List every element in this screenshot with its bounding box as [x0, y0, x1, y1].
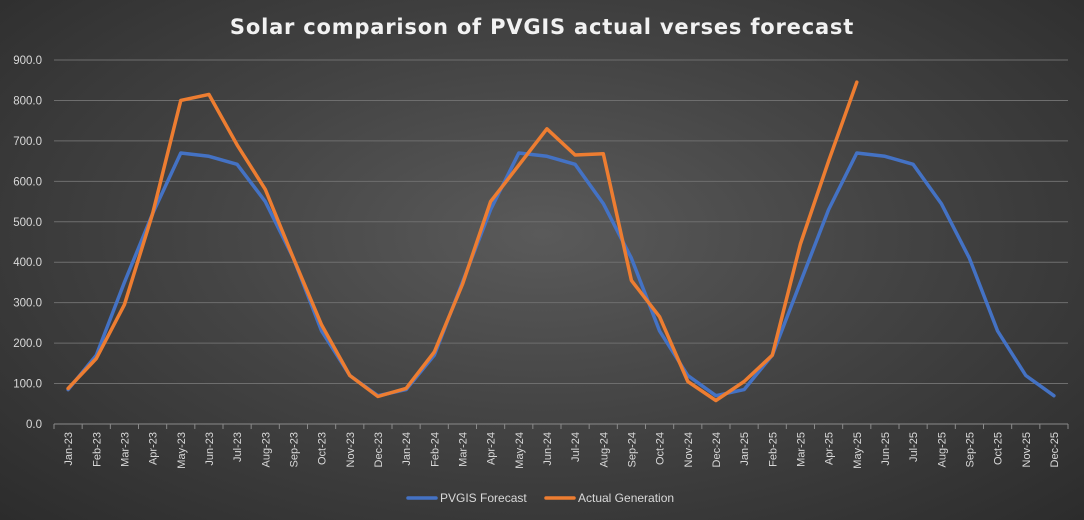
x-tick-label: Aug-23: [260, 432, 272, 467]
x-tick-label: Aug-25: [936, 432, 948, 467]
x-tick-label: Oct-23: [317, 432, 329, 465]
x-tick-label: Sep-24: [626, 432, 638, 467]
x-tick-label: Jul-23: [232, 432, 244, 462]
x-tick-label: Apr-24: [486, 432, 498, 465]
y-tick-label: 0.0: [26, 419, 42, 431]
x-tick-label: Mar-24: [457, 432, 469, 467]
x-tick-label: Oct-25: [993, 432, 1005, 465]
x-tick-label: Feb-25: [767, 432, 779, 467]
x-tick-labels: Jan-23 Feb-23 Mar-23 Apr-23 May-23 Jun-23 Jul-…: [53, 424, 1069, 469]
y-tick-label: 400.0: [13, 257, 42, 269]
x-tick-label: Oct-24: [655, 432, 667, 465]
x-tick-label: Dec-25: [1049, 432, 1061, 467]
y-tick-label: 500.0: [13, 217, 42, 229]
x-tick-label: Jul-25: [908, 432, 920, 462]
x-tick-label: May-24: [514, 432, 526, 469]
y-tick-label: 700.0: [13, 136, 42, 148]
y-tick-label: 800.0: [13, 95, 42, 107]
x-tick-label: Mar-23: [119, 432, 131, 467]
x-tick-label: Dec-24: [711, 432, 723, 467]
y-tick-labels: 0.0 100.0 200.0 300.0 400.0 500.0 600.0 700.0 80…: [13, 55, 42, 431]
x-tick-label: Feb-23: [91, 432, 103, 467]
legend-item: PVGIS Forecast: [406, 491, 527, 505]
x-tick-label: Jun-23: [204, 432, 216, 466]
legend: PVGIS Forecast Actual Generation: [406, 491, 674, 505]
x-tick-label: May-25: [852, 432, 864, 469]
x-tick-label: Nov-24: [683, 432, 695, 467]
series-line-pvgis-forecast: [66, 151, 1056, 398]
x-tick-label: Nov-25: [1021, 432, 1033, 467]
legend-label: PVGIS Forecast: [440, 491, 527, 505]
legend-item: Actual Generation: [544, 491, 674, 505]
series-line-actual-generation: [66, 80, 859, 403]
legend-label: Actual Generation: [578, 491, 674, 505]
x-tick-label: Jun-24: [542, 432, 554, 466]
x-tick-label: Jul-24: [570, 432, 582, 462]
y-tick-label: 300.0: [13, 298, 42, 310]
series-layer: [66, 80, 1056, 403]
x-tick-label: Feb-24: [429, 432, 441, 467]
x-tick-label: Apr-23: [148, 432, 160, 465]
y-tick-label: 600.0: [13, 176, 42, 188]
x-tick-label: Jun-25: [880, 432, 892, 466]
grid-layer: [54, 59, 1068, 425]
x-tick-label: Aug-24: [598, 432, 610, 467]
x-tick-label: Jan-24: [401, 432, 413, 466]
x-tick-label: Sep-25: [964, 432, 976, 467]
x-tick-label: Nov-23: [345, 432, 357, 467]
y-tick-label: 900.0: [13, 55, 42, 67]
y-tick-label: 100.0: [13, 379, 42, 391]
chart-title: Solar comparison of PVGIS actual verses …: [230, 15, 854, 39]
x-tick-label: Sep-23: [288, 432, 300, 467]
y-tick-label: 200.0: [13, 338, 42, 350]
x-tick-label: Jan-23: [63, 432, 75, 466]
x-tick-label: Mar-25: [795, 432, 807, 467]
x-tick-label: Apr-25: [824, 432, 836, 465]
x-tick-label: May-23: [176, 432, 188, 469]
x-tick-label: Dec-23: [373, 432, 385, 467]
x-tick-label: Jan-25: [739, 432, 751, 466]
